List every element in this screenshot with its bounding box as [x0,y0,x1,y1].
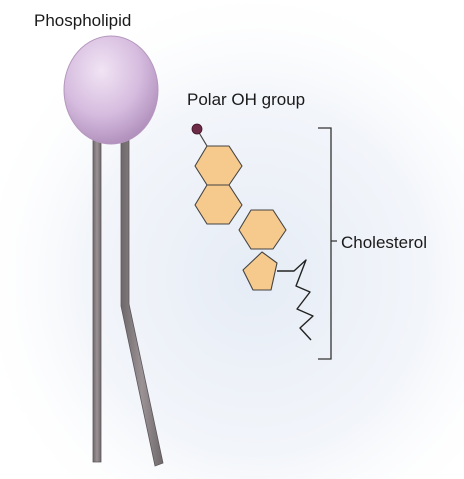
phospholipid-head-icon [63,35,159,145]
oh-dot-icon [191,123,203,135]
polar-oh-group-label: Polar OH group [187,90,306,109]
cholesterol-bracket [318,127,337,360]
cholesterol-label: Cholesterol [341,233,427,252]
polar-oh-group-marker [191,123,208,147]
phospholipid-label: Phospholipid [34,11,132,30]
steroid-ring-icon [194,145,287,291]
hydrocarbon-side-chain [277,259,314,341]
